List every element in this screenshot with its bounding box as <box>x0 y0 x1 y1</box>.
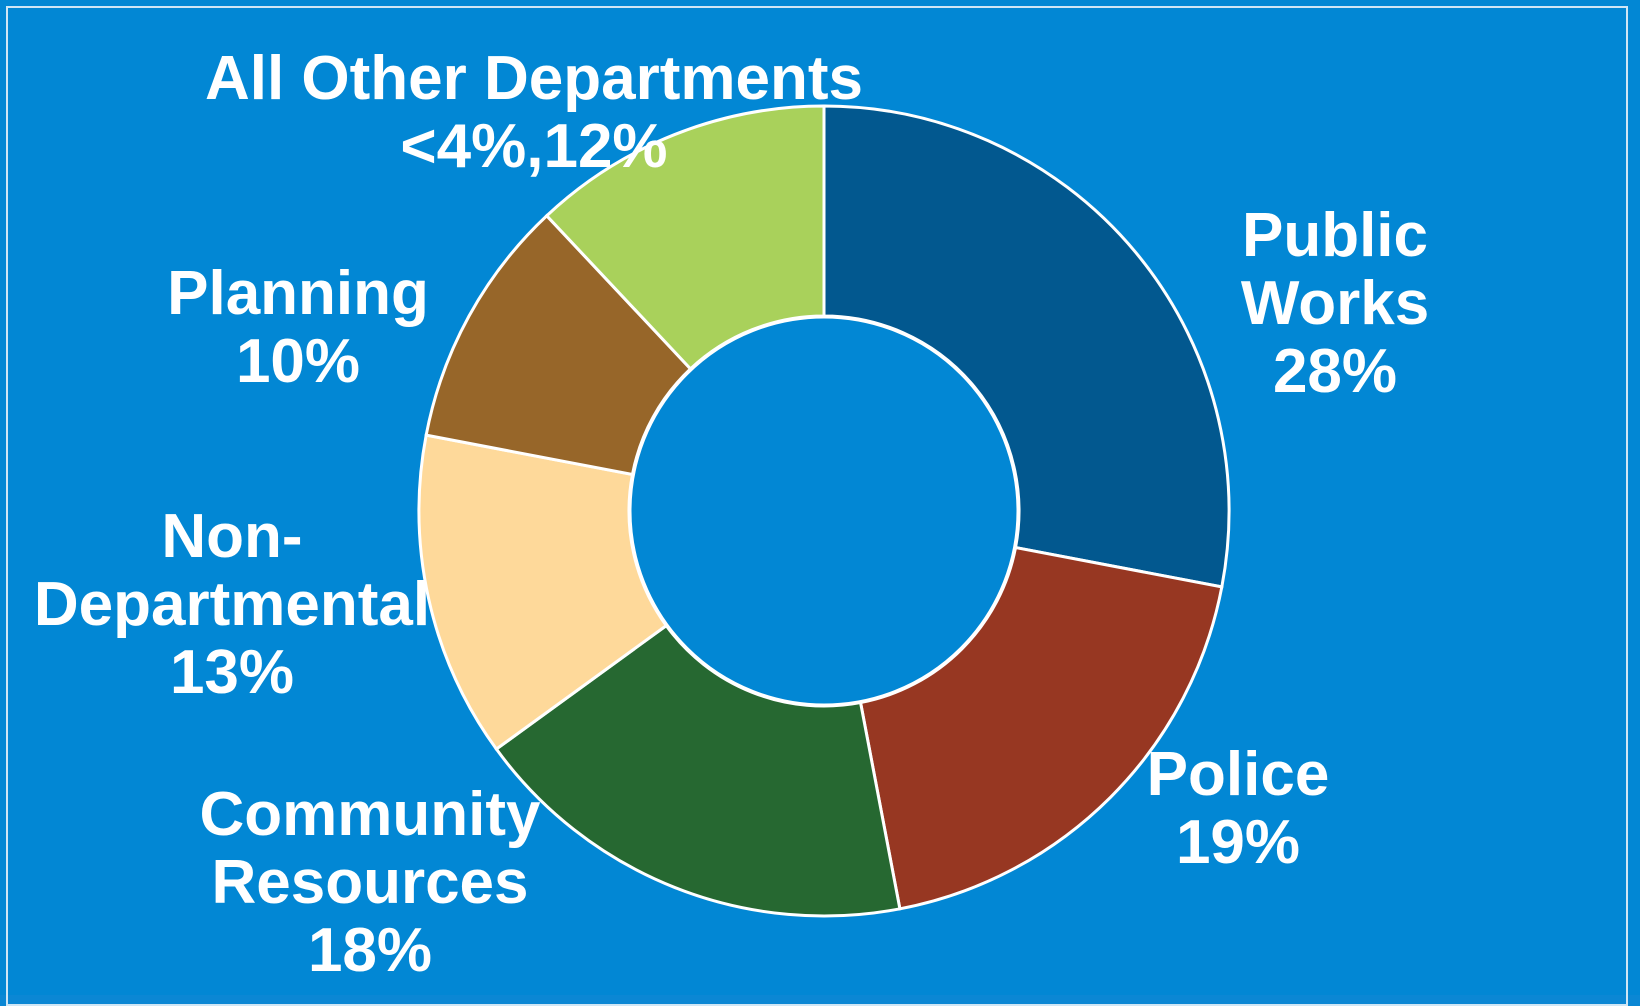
donut-slices <box>417 104 1231 918</box>
label-public-works: Public Works 28% <box>1241 201 1429 406</box>
label-planning: Planning 10% <box>167 259 429 396</box>
label-line: Planning <box>167 259 429 328</box>
label-police: Police 19% <box>1147 740 1330 877</box>
label-line: All Other Departments <box>205 44 863 113</box>
label-line: 28% <box>1273 337 1397 406</box>
label-line: Works <box>1241 269 1429 338</box>
label-line: Resources <box>211 848 528 917</box>
label-all-other-departments-4: All Other Departments <4%,12% <box>205 44 863 181</box>
label-non-departmental: Non-Departmental 13% <box>34 502 430 707</box>
label-line: 18% <box>308 916 432 985</box>
label-line: Departmental <box>34 570 430 639</box>
label-line: Non- <box>161 502 302 571</box>
label-line: Public <box>1242 201 1428 270</box>
label-line: <4%,12% <box>400 112 667 181</box>
label-community-resources: Community Resources 18% <box>200 780 542 985</box>
label-line: 19% <box>1176 808 1300 877</box>
label-line: Police <box>1147 740 1330 809</box>
label-line: 10% <box>236 327 360 396</box>
slice-labels: Public Works 28% Police 19% Community Resource… <box>34 44 1429 985</box>
label-line: Community <box>200 780 542 849</box>
donut-hole <box>628 315 1020 707</box>
label-line: 13% <box>170 638 294 707</box>
